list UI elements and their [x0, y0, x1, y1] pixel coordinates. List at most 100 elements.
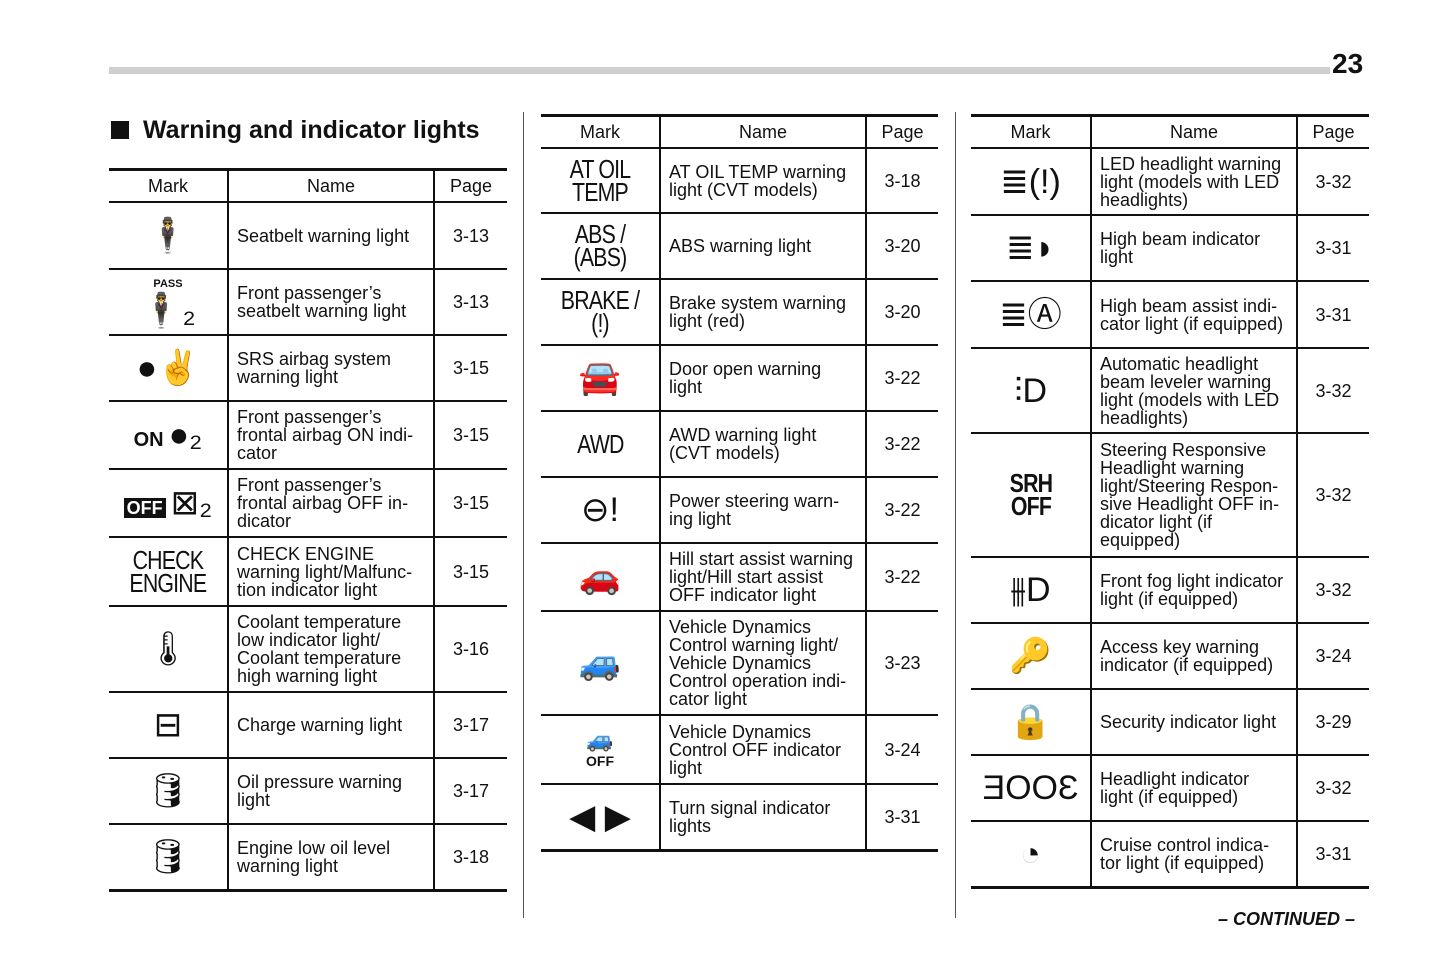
coolant-temperature-icon-mark: 🌡: [146, 631, 189, 667]
header-mark: Mark: [971, 114, 1092, 149]
led-headlight-warning-icon-mark: ≣(!): [1000, 164, 1061, 200]
oil-can-icon-mark: 🛢: [146, 773, 189, 809]
light-name: Oil pressure warning light: [228, 758, 435, 825]
table-header: Mark Name Page: [971, 114, 1369, 149]
table-row: CHECK ENGINE CHECK ENGINE warning light/…: [109, 537, 507, 607]
mark-text: PASS: [153, 278, 183, 290]
passenger-seatbelt-icon-mark: PASS 🕴₂: [109, 275, 227, 329]
hill-start-assist-icon-mark: 🚗: [579, 559, 621, 595]
table-row: 🚙 OFF Vehicle Dynamics Control OFF indica…: [541, 715, 938, 785]
power-steering-icon: ⊖!: [581, 491, 619, 529]
srs-airbag-icon: ●✌: [136, 349, 200, 387]
access-key-icon: 🔑: [1009, 637, 1052, 675]
page-reference: 3-29: [1297, 689, 1369, 756]
headlight-leveler-icon: ⫶D: [1013, 371, 1048, 410]
table-row: 🔑 Access key warning indicator (if equip…: [971, 623, 1369, 690]
light-name: Security indicator light: [1091, 689, 1298, 756]
page-reference: 3-15: [434, 537, 507, 607]
high-beam-assist-icon-mark: ≣Ⓐ: [999, 297, 1062, 333]
mark-cell: 🕴: [109, 202, 229, 270]
light-name: CHECK ENGINE warning light/Malfunc- tion…: [228, 537, 435, 607]
mark-text: OFF: [586, 753, 614, 769]
page-reference: 3-20: [866, 279, 938, 346]
light-name: AT OIL TEMP warning light (CVT models): [660, 148, 867, 214]
light-name: Front fog light indicator light (if equi…: [1091, 557, 1298, 624]
light-name: Automatic headlight beam leveler warning…: [1091, 348, 1298, 434]
cruise-control-icon-mark: ◔: [1020, 836, 1041, 872]
header-name: Name: [1091, 114, 1298, 149]
light-name: ABS warning light: [660, 213, 867, 280]
table-header: Mark Name Page: [109, 168, 507, 203]
page-reference: 3-17: [434, 692, 507, 759]
table-row: 🔒 Security indicator light 3-29: [971, 689, 1369, 756]
airbag-on-icon: ●₂: [168, 416, 203, 454]
mark-cell: ⫵D: [971, 557, 1092, 624]
mark-cell: ◔: [971, 821, 1092, 889]
light-name: High beam indicator light: [1091, 215, 1298, 282]
page-reference: 3-22: [866, 477, 938, 544]
mark-cell: ƎOOƐ: [971, 755, 1092, 822]
airbag-on-icon-mark: ON ●₂: [133, 417, 203, 453]
column-divider: [523, 112, 524, 918]
abs-icon-mark: ABS / (ABS): [541, 221, 659, 270]
page-reference: 3-18: [866, 148, 938, 214]
table-row: 🚙 Vehicle Dynamics Control warning light…: [541, 611, 938, 716]
table-row: 🕴 Seatbelt warning light 3-13: [109, 202, 507, 270]
table-row: ●✌ SRS airbag system warning light 3-15: [109, 335, 507, 402]
brake-icon-mark: BRAKE / (!): [541, 287, 659, 336]
high-beam-icon: ≣◗: [1005, 229, 1056, 267]
mark-text: CHECK ENGINE: [129, 544, 208, 598]
page-reference: 3-22: [866, 411, 938, 478]
table-row: ⊖! Power steering warn- ing light 3-22: [541, 477, 938, 544]
table-row: ⊟ Charge warning light 3-17: [109, 692, 507, 759]
vehicle-dynamics-icon: 🚙: [578, 644, 622, 682]
table-row: AWD AWD warning light (CVT models) 3-22: [541, 411, 938, 478]
light-name: Front passenger’s seatbelt warning light: [228, 269, 435, 336]
high-beam-assist-icon: ≣Ⓐ: [999, 295, 1062, 334]
power-steering-icon-mark: ⊖!: [581, 492, 619, 528]
page-reference: 3-15: [434, 401, 507, 470]
headlight-indicator-icon-mark: ƎOOƐ: [982, 770, 1078, 806]
mark-cell: AWD: [541, 411, 661, 478]
mark-cell: 🛢: [109, 824, 229, 892]
mark-cell: 🌡: [109, 606, 229, 693]
header-page: Page: [1297, 114, 1369, 149]
table-row: 🛢 Engine low oil level warning light 3-1…: [109, 824, 507, 892]
hill-start-assist-icon: 🚗: [578, 558, 622, 596]
table-header: Mark Name Page: [541, 114, 938, 149]
mark-cell: ⊖!: [541, 477, 661, 544]
table-row: 🌡 Coolant temperature low indicator ligh…: [109, 606, 507, 693]
check-engine-icon-mark: CHECK ENGINE: [121, 547, 215, 596]
mark-text: ON: [133, 429, 164, 451]
cruise-control-icon: ◔: [1020, 834, 1041, 873]
table-row: AT OIL TEMP AT OIL TEMP warning light (C…: [541, 148, 938, 214]
vdc-off-icon-mark: 🚙 OFF: [541, 727, 659, 770]
mark-text: OFF: [123, 498, 166, 518]
light-name: Cruise control indica- tor light (if equ…: [1091, 821, 1298, 889]
page-number: 23: [1332, 48, 1364, 79]
table-row: ⫶D Automatic headlight beam leveler warn…: [971, 348, 1369, 434]
light-name: Door open warning light: [660, 345, 867, 412]
mark-text: AT OIL TEMP: [569, 153, 631, 207]
battery-icon: ⊟: [153, 706, 183, 744]
srs-airbag-icon-mark: ●✌: [137, 350, 200, 386]
light-name: Vehicle Dynamics Control OFF indicator l…: [660, 715, 867, 785]
section-heading: Warning and indicator lights: [111, 116, 480, 145]
page-reference: 3-22: [866, 345, 938, 412]
light-name: SRS airbag system warning light: [228, 335, 435, 402]
table-row: ≣◗ High beam indicator light 3-31: [971, 215, 1369, 282]
oil-can-icon: 🛢: [146, 772, 190, 810]
mark-cell: 🔑: [971, 623, 1092, 690]
page-reference: 3-32: [1297, 348, 1369, 434]
column-divider: [955, 112, 956, 918]
light-name: Power steering warn- ing light: [660, 477, 867, 544]
door-open-icon: 🚘: [578, 359, 622, 397]
light-name: LED headlight warning light (models with…: [1091, 148, 1298, 216]
mark-text: ABS / (ABS): [573, 219, 628, 272]
table-row: ABS / (ABS) ABS warning light 3-20: [541, 213, 938, 280]
vdc-off-icon: 🚙: [586, 727, 614, 752]
page-reference: 3-13: [434, 202, 507, 270]
page-reference: 3-32: [1297, 148, 1369, 216]
light-name: Front passenger’s frontal airbag OFF in-…: [228, 469, 435, 538]
high-beam-icon-mark: ≣◗: [1006, 230, 1055, 266]
